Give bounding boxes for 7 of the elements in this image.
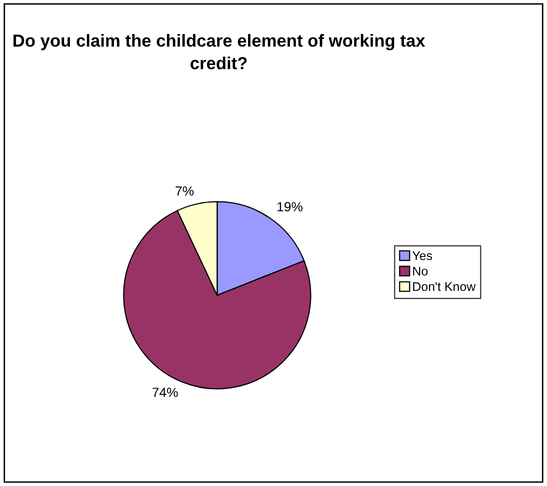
legend-label: Don't Know [413,282,476,292]
data-label: 74% [152,388,178,397]
data-label: 7% [176,186,194,196]
legend-label: No [413,266,428,276]
chart-title: Do you claim the childcare element of working tax credit? [14,34,426,70]
legend-label: Yes [412,251,432,260]
data-label: 19% [278,202,302,212]
